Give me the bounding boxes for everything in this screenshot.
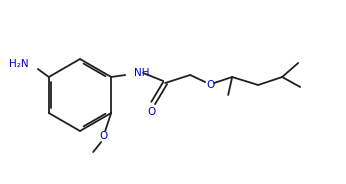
Text: O: O xyxy=(99,131,107,141)
Text: NH: NH xyxy=(134,68,150,78)
Text: O: O xyxy=(206,80,214,90)
Text: O: O xyxy=(147,107,155,117)
Text: H₂N: H₂N xyxy=(9,59,29,69)
